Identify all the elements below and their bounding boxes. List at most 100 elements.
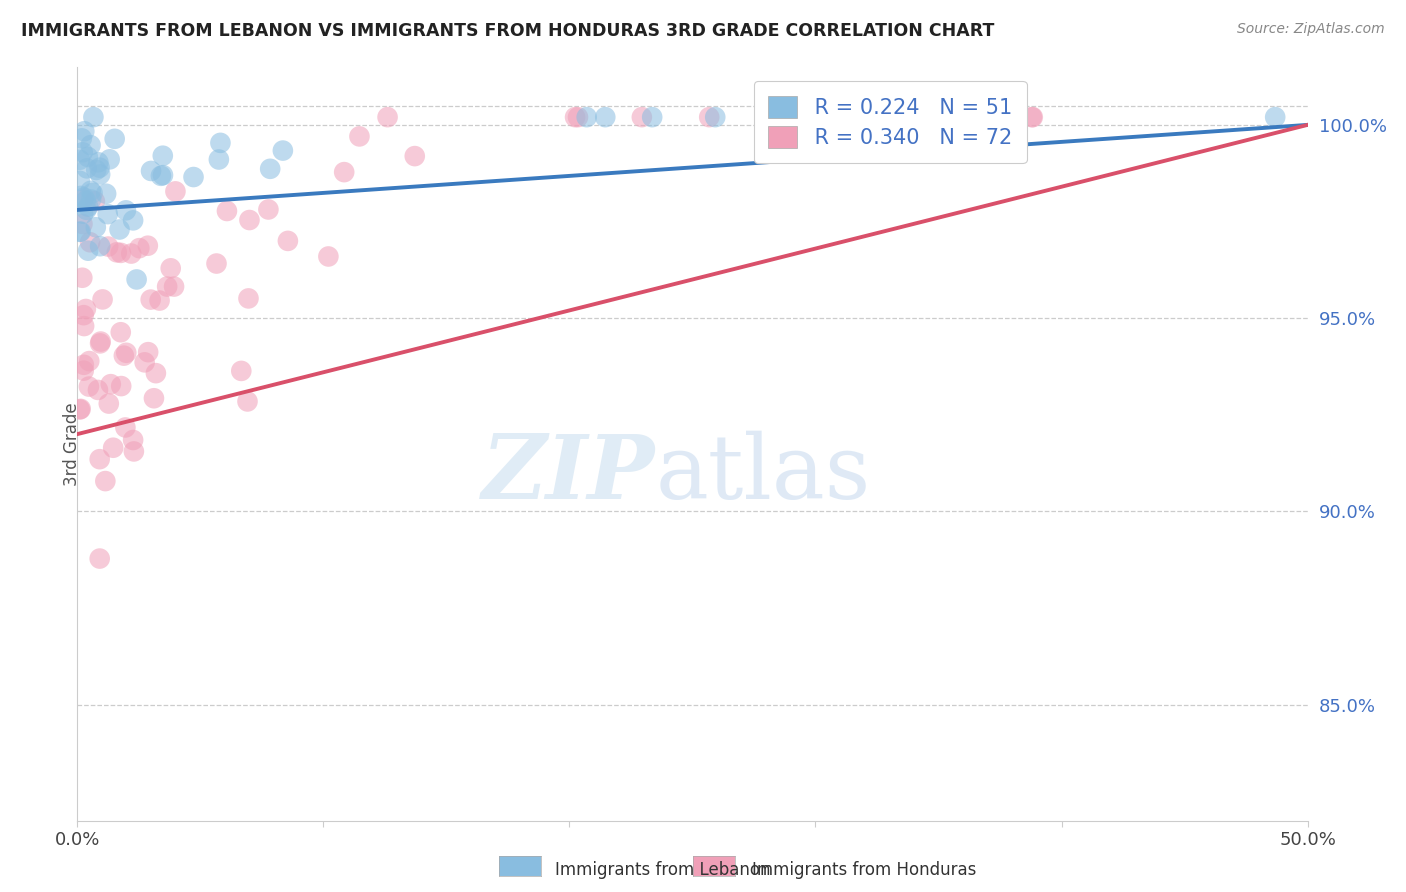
- Point: [91, 293, 114, 307]
- Point: [631, 110, 654, 124]
- Point: [1022, 110, 1045, 124]
- Point: [183, 169, 205, 184]
- Point: [142, 391, 165, 405]
- Point: [697, 110, 720, 124]
- Point: [89, 168, 111, 182]
- Point: [136, 345, 159, 359]
- Point: [87, 155, 110, 169]
- Point: [73, 319, 96, 334]
- Point: [110, 245, 132, 260]
- Point: [108, 222, 131, 236]
- Point: [97, 207, 120, 221]
- Point: [73, 124, 96, 138]
- Point: [257, 202, 280, 217]
- Point: [110, 379, 132, 393]
- Point: [236, 394, 259, 409]
- Point: [318, 250, 340, 264]
- Point: [87, 383, 110, 397]
- Point: [238, 292, 260, 306]
- Point: [110, 325, 132, 339]
- Point: [83, 194, 105, 209]
- Point: [163, 279, 186, 293]
- Point: [1264, 110, 1286, 124]
- Point: [567, 110, 589, 124]
- Point: [134, 355, 156, 369]
- Point: [120, 246, 142, 260]
- Point: [641, 110, 664, 124]
- Point: [271, 144, 294, 158]
- Point: [72, 207, 94, 221]
- Point: [75, 194, 97, 208]
- Point: [115, 345, 138, 359]
- Point: [89, 336, 111, 351]
- Point: [77, 354, 100, 368]
- Point: [72, 145, 94, 160]
- Point: [72, 270, 94, 285]
- Point: [139, 293, 162, 307]
- Point: [89, 239, 111, 253]
- Point: [100, 377, 122, 392]
- Point: [122, 444, 145, 458]
- Point: [897, 110, 920, 124]
- Point: [205, 256, 228, 270]
- Point: [377, 110, 399, 124]
- Point: [404, 149, 426, 163]
- Point: [115, 203, 138, 218]
- Point: [69, 402, 91, 417]
- Point: [84, 163, 107, 178]
- Point: [122, 213, 145, 227]
- Text: Source: ZipAtlas.com: Source: ZipAtlas.com: [1237, 22, 1385, 37]
- Point: [950, 110, 973, 124]
- Point: [69, 401, 91, 416]
- Point: [209, 136, 232, 150]
- Text: Immigrants from Lebanon: Immigrants from Lebanon: [555, 861, 770, 879]
- Point: [125, 272, 148, 286]
- Point: [136, 238, 159, 252]
- Point: [831, 110, 853, 124]
- Point: [70, 131, 93, 145]
- Point: [97, 239, 120, 253]
- Point: [101, 441, 124, 455]
- Point: [69, 225, 91, 239]
- Point: [90, 334, 112, 349]
- Point: [148, 293, 170, 308]
- Text: ZIP: ZIP: [482, 431, 655, 517]
- Legend:  R = 0.224   N = 51,  R = 0.340   N = 72: R = 0.224 N = 51, R = 0.340 N = 72: [754, 81, 1026, 163]
- Text: atlas: atlas: [655, 430, 870, 517]
- Point: [152, 149, 174, 163]
- Point: [77, 379, 100, 393]
- Point: [159, 261, 181, 276]
- Point: [94, 186, 117, 201]
- Point: [72, 217, 94, 231]
- Point: [165, 185, 187, 199]
- Point: [152, 168, 174, 182]
- Y-axis label: 3rd Grade: 3rd Grade: [63, 402, 80, 485]
- Point: [82, 110, 104, 124]
- Point: [75, 202, 97, 217]
- Point: [79, 235, 101, 250]
- Point: [564, 110, 586, 124]
- Point: [89, 161, 111, 175]
- Point: [76, 150, 98, 164]
- Point: [277, 234, 299, 248]
- Point: [73, 308, 96, 322]
- Point: [80, 184, 103, 198]
- Point: [156, 279, 179, 293]
- Point: [76, 161, 98, 176]
- Point: [1021, 110, 1043, 124]
- Point: [89, 551, 111, 566]
- Point: [259, 161, 281, 176]
- Point: [75, 301, 97, 316]
- Point: [69, 153, 91, 167]
- Point: [122, 433, 145, 447]
- Text: IMMIGRANTS FROM LEBANON VS IMMIGRANTS FROM HONDURAS 3RD GRADE CORRELATION CHART: IMMIGRANTS FROM LEBANON VS IMMIGRANTS FR…: [21, 22, 994, 40]
- Point: [73, 190, 96, 204]
- Point: [575, 110, 598, 124]
- Point: [145, 366, 167, 380]
- Point: [89, 452, 111, 467]
- Point: [82, 186, 104, 200]
- Point: [208, 153, 231, 167]
- Point: [69, 174, 91, 188]
- Point: [97, 396, 120, 410]
- Point: [105, 245, 128, 260]
